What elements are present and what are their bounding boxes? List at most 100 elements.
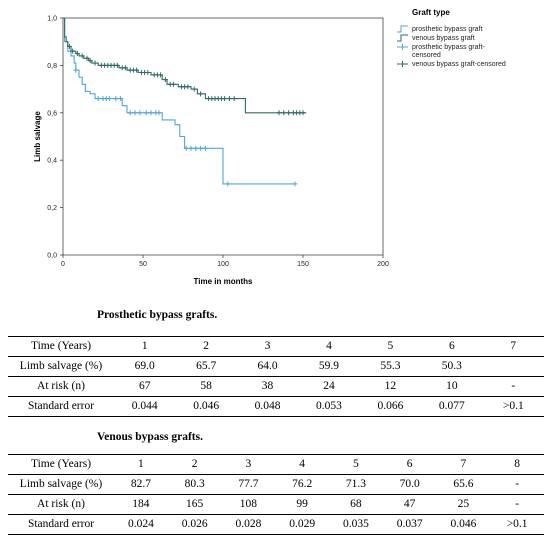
row-header: At risk (n) bbox=[8, 494, 114, 515]
table-cell: 70.0 bbox=[382, 474, 437, 495]
table-cell: - bbox=[482, 376, 544, 397]
row-header: Limb salvage (%) bbox=[8, 474, 114, 495]
censor-mark bbox=[158, 72, 164, 78]
legend-entry-label: prosthetic bypass graft bbox=[412, 26, 482, 33]
table-cell bbox=[482, 356, 544, 377]
legend-entry-label: prosthetic bypass graft- bbox=[412, 44, 485, 51]
censor-mark bbox=[191, 86, 197, 92]
table-cell: 24 bbox=[298, 376, 360, 397]
censor-mark bbox=[225, 181, 231, 187]
table-cell: 99 bbox=[275, 494, 329, 515]
row-header: Standard error bbox=[8, 514, 114, 535]
censor-mark bbox=[300, 110, 306, 116]
y-axis-label: Limb salvage bbox=[33, 111, 42, 162]
censor-mark bbox=[137, 110, 143, 116]
table-cell: 77.7 bbox=[221, 474, 276, 495]
table-cell: 50.3 bbox=[421, 356, 483, 377]
censor-mark bbox=[74, 51, 80, 57]
table-cell: 0.066 bbox=[359, 396, 422, 417]
y-tick-label: 0,6 bbox=[47, 110, 57, 117]
table-cell: 65.6 bbox=[436, 474, 491, 495]
legend-swatch bbox=[397, 44, 408, 50]
legend-title: Graft type bbox=[412, 8, 450, 17]
y-tick-label: 1,0 bbox=[47, 16, 57, 23]
table-cell: 76.2 bbox=[275, 474, 329, 495]
censor-mark bbox=[134, 67, 140, 73]
table-cell: - bbox=[490, 494, 544, 515]
censor-mark bbox=[113, 96, 119, 102]
table-cell: 0.026 bbox=[167, 514, 222, 535]
legend-swatch bbox=[397, 25, 408, 33]
km-chart: 0,0 0,2 0,4 0,6 0,8 1,0 0 50 100 150 200 Time in mo… bbox=[33, 8, 506, 286]
table-cell: 0.048 bbox=[236, 396, 299, 417]
table-cell: 67 bbox=[114, 376, 176, 397]
censor-mark bbox=[188, 145, 194, 151]
censor-mark bbox=[106, 96, 112, 102]
table-cell: 38 bbox=[236, 376, 299, 397]
table-cell: 0.037 bbox=[382, 514, 437, 535]
censor-mark bbox=[286, 110, 292, 116]
censor-mark bbox=[70, 48, 76, 54]
table-cell: >0.1 bbox=[482, 396, 544, 417]
venous-table: Time (Years) 1 2 3 4 5 6 7 8 Limb salvage (%) 82.7… bbox=[8, 454, 544, 535]
table-cell: 0.044 bbox=[114, 396, 176, 417]
censor-mark bbox=[198, 145, 204, 151]
table-cell: 5 bbox=[329, 454, 383, 475]
censor-mark bbox=[185, 84, 191, 90]
table-row: Limb salvage (%) 69.0 65.7 64.0 59.9 55.3 50.3 bbox=[8, 356, 544, 377]
censor-mark bbox=[132, 110, 138, 116]
table-cell: 47 bbox=[382, 494, 437, 515]
table-cell: 65.7 bbox=[175, 356, 237, 377]
table-cell: >0.1 bbox=[490, 514, 544, 535]
table-cell: 7 bbox=[436, 454, 491, 475]
censor-mark bbox=[66, 43, 72, 49]
censor-mark bbox=[170, 81, 176, 87]
table-cell: 68 bbox=[329, 494, 383, 515]
row-header: Time (Years) bbox=[8, 336, 114, 357]
prosthetic-table-title: Prosthetic bypass grafts. bbox=[97, 309, 218, 321]
table-cell: - bbox=[490, 474, 544, 495]
legend-swatch bbox=[397, 34, 408, 42]
table-cell: 0.028 bbox=[221, 514, 276, 535]
censor-mark bbox=[87, 58, 93, 64]
plot-frame bbox=[62, 17, 384, 256]
table-row: Time (Years) 1 2 3 4 5 6 7 bbox=[8, 336, 544, 357]
x-tick-label: 0 bbox=[61, 261, 65, 268]
venous-table-title: Venous bypass grafts. bbox=[97, 431, 203, 443]
censor-mark bbox=[127, 110, 133, 116]
censor-mark bbox=[92, 60, 98, 66]
y-tick-label: 0,0 bbox=[47, 253, 57, 260]
x-tick-label: 100 bbox=[217, 261, 229, 268]
censor-mark bbox=[79, 53, 85, 59]
censor-mark bbox=[281, 110, 287, 116]
table-cell: 2 bbox=[167, 454, 222, 475]
table-row: Standard error 0.044 0.046 0.048 0.053 0.066 0… bbox=[8, 396, 544, 417]
table-cell: 3 bbox=[221, 454, 276, 475]
table-cell: 1 bbox=[114, 336, 176, 357]
censor-mark bbox=[148, 110, 154, 116]
censor-mark bbox=[73, 67, 79, 73]
series-line bbox=[63, 17, 295, 185]
table-cell: 82.7 bbox=[114, 474, 168, 495]
table-cell: 165 bbox=[167, 494, 222, 515]
table-cell: 64.0 bbox=[236, 356, 299, 377]
censor-mark bbox=[292, 181, 298, 187]
prosthetic-table-body: Time (Years) 1 2 3 4 5 6 7 Limb salvage (%) 69.0 6… bbox=[8, 336, 544, 417]
table-cell: 108 bbox=[221, 494, 276, 515]
table-cell: 10 bbox=[421, 376, 483, 397]
censor-mark bbox=[231, 96, 237, 102]
table-cell: 3 bbox=[236, 336, 299, 357]
censor-mark bbox=[122, 65, 128, 71]
row-header: Limb salvage (%) bbox=[8, 356, 114, 377]
censor-mark bbox=[226, 96, 232, 102]
table-cell: 69.0 bbox=[114, 356, 176, 377]
table-cell: 71.3 bbox=[329, 474, 383, 495]
x-tick-label: 150 bbox=[297, 261, 309, 268]
y-tick-label: 0,2 bbox=[47, 205, 57, 212]
table-cell: 25 bbox=[436, 494, 491, 515]
table-cell: 0.035 bbox=[329, 514, 383, 535]
table-cell: 59.9 bbox=[298, 356, 360, 377]
table-cell: 6 bbox=[421, 336, 483, 357]
y-tick-label: 0,8 bbox=[47, 63, 57, 70]
table-cell: 184 bbox=[114, 494, 168, 515]
